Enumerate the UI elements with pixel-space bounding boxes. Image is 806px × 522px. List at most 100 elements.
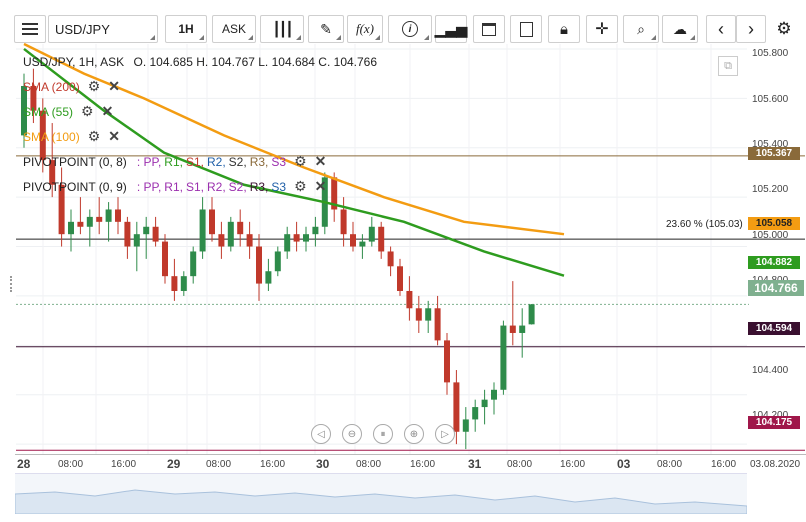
close-icon[interactable]: ✕ bbox=[108, 78, 120, 94]
info-button[interactable]: i bbox=[388, 15, 432, 43]
close-icon[interactable]: ✕ bbox=[314, 178, 327, 194]
price-tick: 104.200 bbox=[752, 410, 788, 421]
candle-body bbox=[171, 276, 178, 291]
gear-icon[interactable]: ⚙ bbox=[294, 178, 307, 194]
sma100-label: SMA (100) bbox=[23, 129, 80, 144]
document-button[interactable] bbox=[510, 15, 542, 43]
candle-body bbox=[481, 399, 488, 408]
settings-button[interactable]: ⚙ bbox=[768, 15, 800, 43]
candle-body bbox=[227, 221, 234, 247]
candle-body bbox=[58, 184, 65, 235]
close-icon[interactable]: ✕ bbox=[314, 153, 327, 169]
drawing-tools-button[interactable]: ✎ bbox=[308, 15, 344, 43]
candle-body bbox=[293, 234, 300, 242]
menu-button[interactable] bbox=[14, 15, 46, 43]
candle-body bbox=[397, 266, 403, 291]
pivot9-s2: S2, bbox=[228, 179, 247, 194]
navigator-sparkline bbox=[14, 489, 748, 515]
close-icon[interactable]: ✕ bbox=[108, 128, 120, 144]
triangle-left-icon: ◁ bbox=[317, 428, 325, 440]
calendar-button[interactable] bbox=[473, 15, 505, 43]
sma55-label: SMA (55) bbox=[23, 104, 74, 119]
candle-body bbox=[96, 216, 103, 222]
gear-icon[interactable]: ⚙ bbox=[81, 103, 94, 119]
time-tick: 08:00 bbox=[206, 459, 232, 470]
pivot9-pp: : PP, bbox=[136, 179, 162, 194]
candle-body bbox=[491, 389, 497, 400]
bar-chart-button[interactable]: ▁▃▅ bbox=[435, 15, 467, 43]
indicator-sma100[interactable]: SMA (100) ⚙ ✕ bbox=[23, 128, 120, 145]
scroll-forward-button[interactable]: ▷ bbox=[435, 424, 455, 444]
pivot8-r1: R1, bbox=[164, 154, 183, 169]
pivot8-pp: : PP, bbox=[136, 154, 162, 169]
time-tick: 16:00 bbox=[560, 459, 586, 470]
candle-body bbox=[124, 221, 131, 247]
price-type-label: ASK bbox=[221, 22, 246, 36]
candle-body bbox=[528, 304, 535, 325]
lock-button[interactable]: 🔒︎ bbox=[548, 15, 580, 43]
navigator-panel[interactable] bbox=[14, 473, 748, 515]
pivot8-r3: R3, bbox=[249, 154, 269, 169]
indicator-sma200[interactable]: SMA (200) ⚙ ✕ bbox=[23, 78, 120, 95]
gear-icon[interactable]: ⚙ bbox=[87, 128, 101, 144]
chart-type-button[interactable]: ┃┃┃ bbox=[260, 15, 304, 43]
scroll-right-button[interactable]: › bbox=[736, 15, 766, 43]
indicator-pivot-9[interactable]: PIVOTPOINT (0, 9) : PP, R1, S1, R2, S2, … bbox=[23, 178, 326, 195]
candle-body bbox=[284, 234, 291, 252]
date-axis[interactable]: 28 08:00 16:00 29 08:00 16:00 30 08:00 1… bbox=[15, 454, 806, 473]
scroll-left-button[interactable]: ‹ bbox=[706, 15, 736, 43]
zoom-button[interactable]: ⌕ bbox=[623, 15, 659, 43]
price-tick: 105.200 bbox=[752, 184, 789, 195]
crosshair-button[interactable]: ✛ bbox=[586, 15, 618, 43]
panel-drag-handle[interactable] bbox=[10, 276, 16, 292]
reset-zoom-button[interactable]: ⏸ bbox=[373, 424, 393, 444]
candle-body bbox=[256, 246, 262, 284]
candle-body bbox=[265, 271, 272, 284]
symbol-selector[interactable]: USD/JPY bbox=[48, 15, 158, 43]
price-type-selector[interactable]: ASK bbox=[212, 15, 256, 43]
candle-body bbox=[331, 177, 338, 210]
zoom-in-icon: ⊕ bbox=[409, 428, 419, 440]
gear-icon[interactable]: ⚙ bbox=[294, 153, 307, 169]
candle-body bbox=[105, 209, 112, 222]
time-tick: 08:00 bbox=[507, 459, 533, 470]
gear-icon[interactable]: ⚙ bbox=[87, 78, 101, 94]
candle-body bbox=[237, 221, 244, 235]
candle-body bbox=[434, 308, 441, 341]
sma100-price-box: 105.058 bbox=[748, 217, 800, 230]
pivot9-r2: R2, bbox=[206, 179, 226, 194]
pencil-icon: ✎ bbox=[320, 20, 332, 37]
candle-body bbox=[519, 325, 526, 333]
current-price-box: 104.766 bbox=[748, 280, 804, 296]
candle-body bbox=[406, 290, 413, 309]
candle-body bbox=[378, 226, 385, 252]
scroll-back-button[interactable]: ◁ bbox=[311, 424, 331, 444]
timeframe-selector[interactable]: 1H bbox=[165, 15, 207, 43]
price-axis[interactable]: 105.800 105.600 105.400 105.200 105.000 … bbox=[748, 44, 806, 454]
pivot9-s1: S1, bbox=[185, 179, 204, 194]
pivot8-label: PIVOTPOINT (0, 8) bbox=[23, 154, 127, 169]
sma200-label: SMA (200) bbox=[23, 79, 80, 94]
expand-icon[interactable]: ⧉ bbox=[718, 56, 738, 76]
indicators-button[interactable]: f(x) bbox=[347, 15, 383, 43]
candle-body bbox=[199, 209, 206, 252]
hamburger-menu-icon bbox=[22, 20, 38, 38]
candle-body bbox=[162, 241, 168, 277]
pivot-s2-price-box: 104.175 bbox=[748, 416, 800, 429]
indicator-sma55[interactable]: SMA (55) ⚙ ✕ bbox=[23, 103, 113, 120]
cloud-upload-button[interactable]: ☁ bbox=[662, 15, 698, 43]
indicator-pivot-8[interactable]: PIVOTPOINT (0, 8) : PP, R1, S1, R2, S2, … bbox=[23, 153, 326, 170]
pivot8-s2: S2, bbox=[228, 154, 247, 169]
zoom-out-icon: ⊖ bbox=[347, 428, 357, 440]
chart-symbol-info: USD/JPY, 1H, ASK bbox=[23, 55, 125, 69]
candle-body bbox=[387, 251, 394, 267]
time-tick: 16:00 bbox=[410, 459, 436, 470]
close-icon[interactable]: ✕ bbox=[101, 103, 114, 119]
candle-body bbox=[303, 234, 309, 242]
time-tick: 08:00 bbox=[657, 459, 683, 470]
zoom-out-button[interactable]: ⊖ bbox=[342, 424, 362, 444]
time-tick: 16:00 bbox=[111, 459, 137, 470]
zoom-in-button[interactable]: ⊕ bbox=[404, 424, 424, 444]
candle-body bbox=[190, 251, 197, 277]
